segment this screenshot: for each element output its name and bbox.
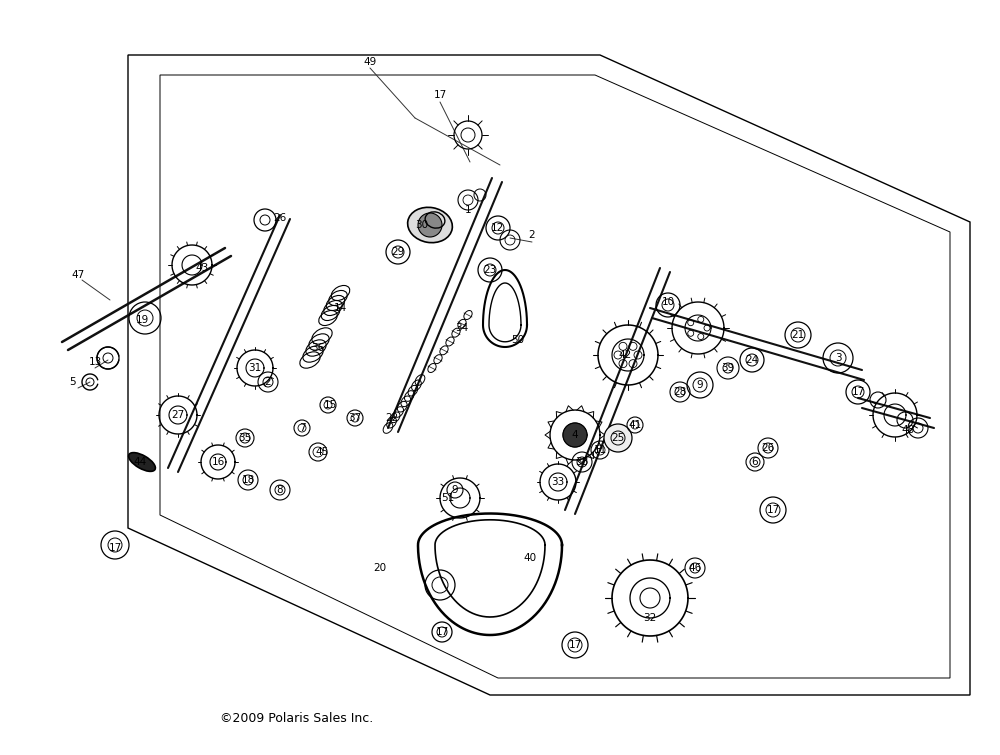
- Ellipse shape: [129, 452, 155, 471]
- Text: 7: 7: [299, 423, 305, 433]
- Text: 46: 46: [688, 563, 702, 573]
- Text: 16: 16: [211, 457, 225, 467]
- Text: 5: 5: [69, 377, 75, 387]
- Circle shape: [418, 213, 442, 237]
- Text: 42: 42: [618, 350, 632, 360]
- Text: 43: 43: [195, 263, 209, 273]
- Circle shape: [604, 424, 632, 452]
- Text: 4: 4: [572, 430, 578, 440]
- Text: 21: 21: [791, 330, 805, 340]
- Text: 25: 25: [611, 433, 625, 443]
- Text: 9: 9: [452, 485, 458, 495]
- Text: 31: 31: [248, 363, 262, 373]
- Text: 1: 1: [465, 205, 471, 215]
- Text: 51: 51: [441, 493, 455, 503]
- Text: 47: 47: [71, 270, 85, 280]
- Text: ©2009 Polaris Sales Inc.: ©2009 Polaris Sales Inc.: [220, 711, 373, 725]
- Text: 23: 23: [483, 265, 497, 275]
- Text: 18: 18: [241, 475, 255, 485]
- Text: 27: 27: [171, 410, 185, 420]
- Text: 34: 34: [455, 323, 469, 333]
- Text: 26: 26: [273, 213, 287, 223]
- Text: 44: 44: [133, 457, 147, 467]
- Text: 6: 6: [752, 457, 758, 467]
- Text: 11: 11: [593, 445, 607, 455]
- Text: 41: 41: [628, 420, 642, 430]
- Text: 17: 17: [108, 543, 122, 553]
- Text: 17: 17: [568, 640, 582, 650]
- Text: 33: 33: [551, 477, 565, 487]
- Text: 17: 17: [851, 387, 865, 397]
- Text: 2: 2: [529, 230, 535, 240]
- Text: 14: 14: [333, 303, 347, 313]
- Text: 26: 26: [761, 443, 775, 453]
- Text: 37: 37: [348, 413, 362, 423]
- Text: 24: 24: [745, 355, 759, 365]
- Text: 17: 17: [766, 505, 780, 515]
- Text: 12: 12: [490, 223, 504, 233]
- Text: 49: 49: [363, 57, 377, 67]
- Text: 20: 20: [373, 563, 387, 573]
- Text: 22: 22: [385, 413, 399, 423]
- Text: 39: 39: [721, 363, 735, 373]
- Text: 13: 13: [88, 357, 102, 367]
- Text: 45: 45: [315, 447, 329, 457]
- Text: 32: 32: [643, 613, 657, 623]
- Text: 30: 30: [415, 220, 429, 230]
- Text: 17: 17: [433, 90, 447, 100]
- Text: 28: 28: [673, 387, 687, 397]
- Text: 9: 9: [697, 380, 703, 390]
- Text: 10: 10: [661, 297, 675, 307]
- Text: 15: 15: [323, 400, 337, 410]
- Circle shape: [563, 423, 587, 447]
- Text: 48: 48: [901, 425, 915, 435]
- Text: 8: 8: [277, 485, 283, 495]
- Ellipse shape: [408, 208, 452, 242]
- Text: 38: 38: [575, 457, 589, 467]
- Text: 17: 17: [435, 627, 449, 637]
- Text: 29: 29: [391, 247, 405, 257]
- Text: 2: 2: [265, 377, 271, 387]
- Text: 3: 3: [835, 353, 841, 363]
- Text: 40: 40: [523, 553, 537, 563]
- Text: 19: 19: [135, 315, 149, 325]
- Text: 35: 35: [238, 433, 252, 443]
- Text: 36: 36: [311, 343, 325, 353]
- Text: 50: 50: [511, 335, 525, 345]
